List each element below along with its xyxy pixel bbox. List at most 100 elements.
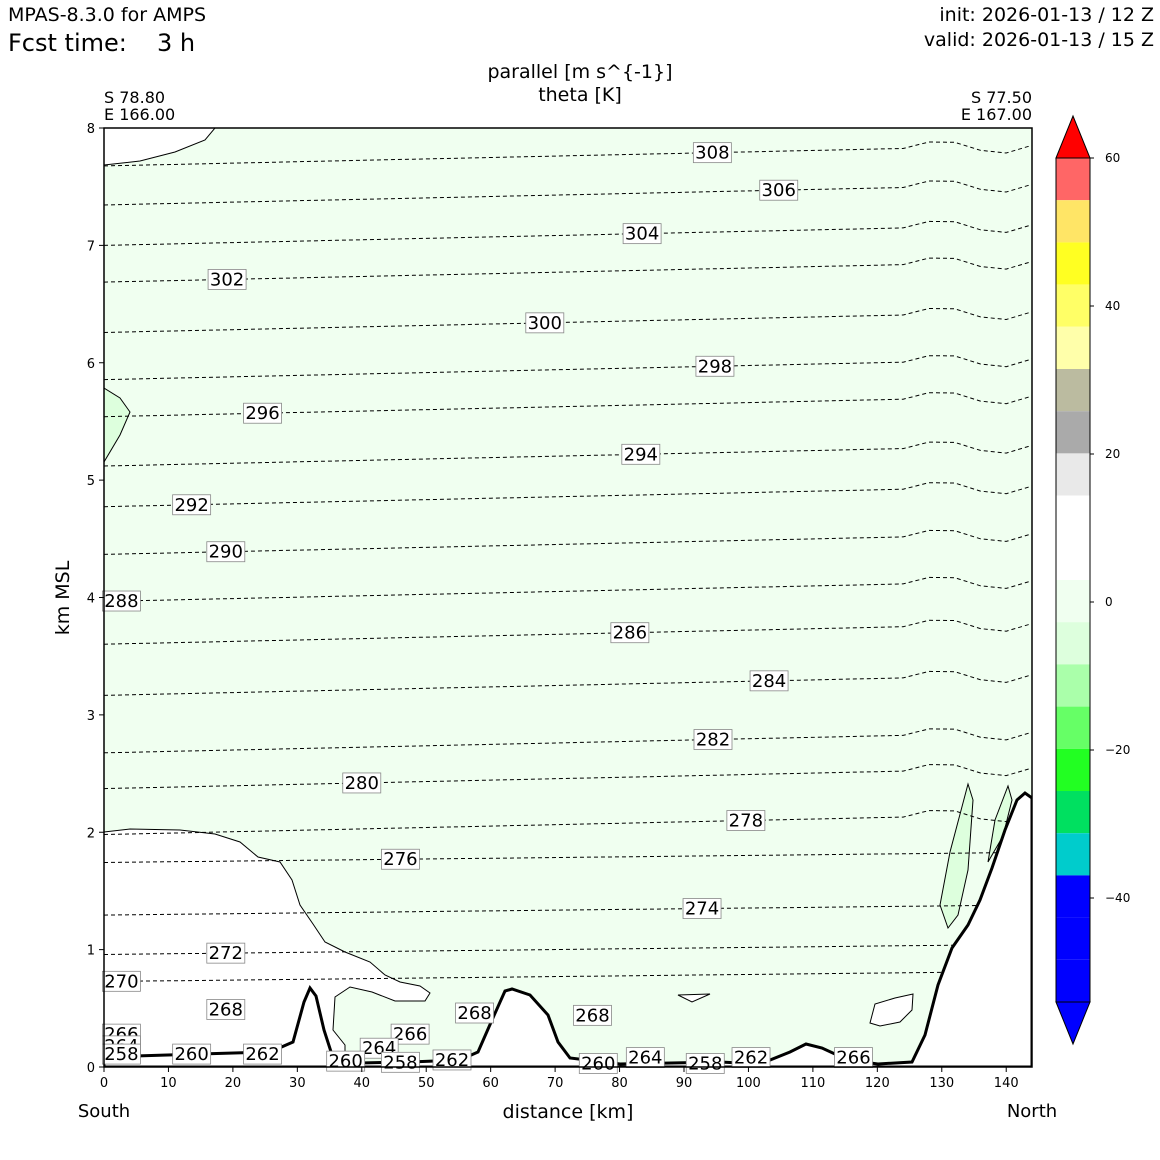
theta-label-box [621, 443, 661, 465]
theta-label: 258 [688, 1053, 722, 1074]
theta-isoline [104, 307, 1032, 333]
theta-label: 260 [581, 1053, 615, 1074]
theta-label: 308 [695, 143, 729, 164]
theta-label-box [749, 670, 789, 692]
colorbar-tick-label: −20 [1105, 743, 1130, 757]
x-tick-label: 100 [736, 1076, 761, 1091]
valid-time: valid: 2026-01-13 / 15 Z [923, 29, 1154, 51]
theta-label-box [525, 312, 565, 334]
theta-label: 286 [613, 623, 647, 644]
y-tick-label: 2 [87, 826, 95, 841]
colorbar-segment [1056, 664, 1090, 707]
theta-label-box [695, 355, 735, 377]
right-corner-lon: E 167.00 [961, 105, 1032, 124]
theta-label: 276 [383, 849, 417, 870]
fcst-label: Fcst time: [8, 29, 127, 57]
theta-label: 278 [729, 811, 763, 832]
left-corner-lon: E 166.00 [104, 105, 175, 124]
theta-label-box [172, 1043, 212, 1065]
theta-label-box [206, 541, 246, 563]
theta-label-box [342, 772, 382, 794]
fcst-value: 3 h [157, 29, 196, 57]
theta-label-box [102, 590, 141, 612]
theta-label: 290 [209, 542, 243, 563]
theta-label: 262 [734, 1048, 768, 1069]
theta-label: 274 [685, 899, 719, 920]
colorbar-segment [1056, 875, 1090, 918]
theta-isoline [104, 529, 1032, 555]
theta-label-box [206, 999, 246, 1020]
theta-label: 262 [245, 1044, 279, 1065]
colorbar-segment [1056, 369, 1090, 412]
theta-label-box [682, 898, 722, 919]
y-tick-label: 5 [87, 474, 95, 489]
theta-label: 258 [383, 1052, 417, 1073]
y-tick-label: 8 [87, 122, 95, 137]
x-tick-label: 80 [611, 1076, 628, 1091]
x-tick-label: 0 [100, 1076, 108, 1091]
upper-wind-contour [104, 128, 216, 166]
theta-label-box [206, 942, 246, 964]
colorbar-segment [1056, 537, 1090, 580]
x-tick-label: 60 [482, 1076, 499, 1091]
colorbar-segment [1056, 495, 1090, 538]
north-label: North [1007, 1101, 1057, 1122]
theta-label-box [432, 1049, 472, 1071]
y-tick-label: 7 [87, 239, 95, 254]
theta-isoline [104, 904, 1032, 916]
x-tick-label: 50 [418, 1076, 435, 1091]
theta-label: 302 [210, 269, 244, 290]
theta-label: 294 [624, 444, 658, 465]
theta-label-box [102, 970, 141, 992]
theta-label: 272 [209, 943, 243, 964]
theta-label: 262 [435, 1050, 469, 1071]
colorbar: 60 40 20 0 −20 −40 [1055, 114, 1130, 1046]
theta-label-box [692, 142, 732, 164]
theta-label: 270 [104, 971, 138, 992]
theta-label-box [243, 1043, 282, 1065]
colorbar-segment [1056, 791, 1090, 834]
y-tick-label: 4 [87, 592, 95, 607]
colorbar-min-arrow [1055, 1001, 1091, 1046]
small-wind-cell [677, 993, 711, 1003]
colorbar-tick-label: 60 [1105, 151, 1120, 165]
theta-label-box [381, 848, 420, 870]
theta-isoline [104, 180, 1032, 206]
x-tick-label: 30 [289, 1076, 306, 1091]
theta-label: 266 [836, 1048, 870, 1069]
theta-label: 260 [174, 1044, 208, 1065]
colorbar-segment [1056, 200, 1090, 243]
left-edge-wind-cell [104, 387, 131, 463]
theta-label: 300 [528, 313, 562, 334]
theta-isoline [104, 220, 1032, 246]
colorbar-segment [1056, 917, 1090, 960]
theta-isoline [104, 619, 1032, 645]
colorbar-segment [1056, 580, 1090, 623]
mountain-wave-cell [939, 782, 974, 930]
theta-label-box [326, 1050, 366, 1072]
theta-isoline [104, 810, 1032, 835]
theta-label-box [102, 1043, 141, 1065]
colorbar-tick-label: 40 [1105, 299, 1120, 313]
theta-label: 280 [345, 773, 379, 794]
theta-label-box [759, 179, 799, 201]
x-tick-label: 110 [800, 1076, 825, 1091]
theta-label-box [172, 494, 212, 516]
theta-label: 258 [104, 1044, 138, 1065]
chart-title-line2: theta [K] [538, 84, 622, 106]
theta-label-box [578, 1053, 618, 1074]
chart-title-line1: parallel [m s^{-1}] [487, 61, 672, 83]
colorbar-segment [1056, 748, 1090, 791]
colorbar-segment [1056, 411, 1090, 454]
colorbar-max-arrow [1055, 114, 1091, 159]
theta-label-box [455, 1002, 494, 1024]
theta-label: 298 [698, 356, 732, 377]
theta-isoline [104, 482, 1032, 508]
x-axis-label: distance [km] [503, 1101, 634, 1123]
theta-isoline [104, 764, 1032, 790]
theta-label: 292 [174, 495, 208, 516]
colorbar-tick-label: −40 [1105, 891, 1130, 905]
model-title: MPAS-8.3.0 for AMPS [8, 4, 207, 26]
theta-labels: 308 306 304 302 300 298 296 294 292 290 288 286 284 2… [102, 142, 873, 1074]
